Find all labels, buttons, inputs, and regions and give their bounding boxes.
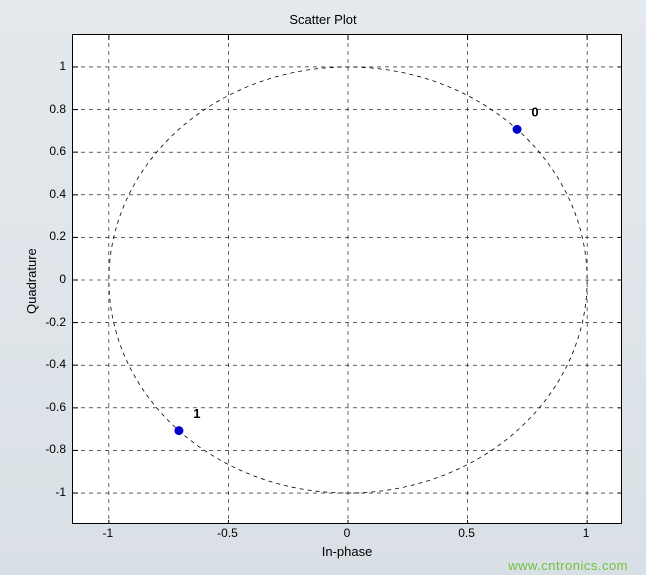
scatter-point (174, 426, 183, 435)
ytick-label: -0.6 (34, 400, 66, 414)
ytick-label: 0.2 (34, 229, 66, 243)
plot-area: 01 (72, 34, 622, 524)
scatter-point (513, 125, 522, 134)
figure-container: Scatter Plot 01 -1-0.500.51 -1-0.8-0.6-0… (0, 0, 646, 575)
y-axis-label: Quadrature (24, 248, 39, 314)
xtick-label: -0.5 (217, 526, 238, 540)
ytick-label: 0.8 (34, 102, 66, 116)
ytick-label: 0.6 (34, 144, 66, 158)
ytick-label: -1 (34, 485, 66, 499)
ytick-label: -0.4 (34, 357, 66, 371)
point-label: 1 (193, 406, 200, 421)
plot-svg: 01 (73, 35, 621, 523)
xtick-label: -1 (103, 526, 114, 540)
point-label: 0 (531, 105, 538, 120)
ytick-label: -0.2 (34, 315, 66, 329)
xtick-label: 0 (344, 526, 351, 540)
xtick-label: 1 (583, 526, 590, 540)
watermark: www.cntronics.com (508, 558, 628, 573)
ytick-label: -0.8 (34, 442, 66, 456)
ytick-label: 0.4 (34, 187, 66, 201)
ytick-label: 1 (34, 59, 66, 73)
xtick-label: 0.5 (458, 526, 475, 540)
plot-title: Scatter Plot (0, 12, 646, 27)
x-axis-label: In-phase (72, 544, 622, 559)
